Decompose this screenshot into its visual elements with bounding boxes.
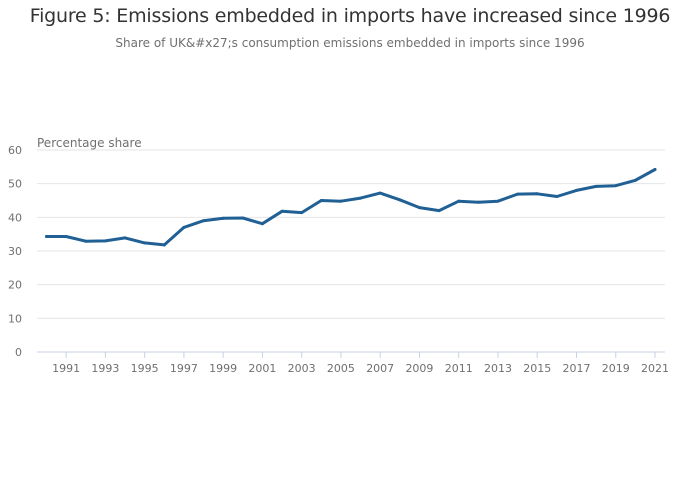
data-point <box>496 199 500 203</box>
x-tick-label: 1995 <box>131 362 159 375</box>
data-point <box>653 168 657 172</box>
data-point <box>280 209 284 213</box>
data-point <box>417 206 421 210</box>
x-tick-label: 2017 <box>562 362 590 375</box>
x-tick-label: 1991 <box>52 362 80 375</box>
data-point <box>555 194 559 198</box>
data-point <box>45 235 48 239</box>
chart-title: Figure 5: Emissions embedded in imports … <box>29 5 671 27</box>
x-tick-label: 2019 <box>602 362 630 375</box>
data-point <box>319 199 323 202</box>
x-tick-label: 1993 <box>91 362 119 375</box>
x-tick-label: 1997 <box>170 362 198 375</box>
series-group <box>45 168 657 247</box>
x-tick-label: 2009 <box>405 362 433 375</box>
x-tick-label: 2005 <box>327 362 355 375</box>
gridlines <box>37 149 665 319</box>
data-point <box>378 191 382 195</box>
data-point <box>614 184 618 188</box>
y-tick-label: 0 <box>15 346 22 359</box>
y-tick-label: 30 <box>8 245 22 258</box>
series-line <box>45 168 657 247</box>
chart-subtitle: Share of UK&#x27;s consumption emissions… <box>115 36 585 50</box>
data-point <box>260 222 264 226</box>
data-point <box>574 188 578 192</box>
y-axis-label: Percentage share <box>37 136 142 150</box>
data-point <box>633 178 637 182</box>
data-point <box>437 209 441 213</box>
data-point <box>516 192 520 196</box>
x-tick-label: 2001 <box>248 362 276 375</box>
data-point <box>221 216 225 220</box>
x-tick-label: 2013 <box>484 362 512 375</box>
x-tick-label: 2015 <box>523 362 551 375</box>
y-tick-label: 20 <box>8 279 22 292</box>
data-point <box>182 225 186 229</box>
y-tick-label: 60 <box>8 144 22 157</box>
data-point <box>103 239 107 243</box>
data-point <box>84 239 88 243</box>
x-tick-label: 1999 <box>209 362 237 375</box>
data-point <box>594 184 598 188</box>
data-point <box>202 219 206 223</box>
x-tick-label: 2007 <box>366 362 394 375</box>
x-tick-label: 2021 <box>641 362 669 375</box>
y-tick-label: 10 <box>8 312 22 325</box>
data-point <box>241 216 245 220</box>
y-axis-ticks: 0 10 20 30 40 50 60 <box>8 144 22 359</box>
data-point <box>339 199 343 203</box>
y-tick-label: 40 <box>8 211 22 224</box>
data-point <box>123 236 127 240</box>
data-point <box>143 241 147 245</box>
data-point <box>300 211 304 215</box>
x-tick-label: 2003 <box>288 362 316 375</box>
data-point <box>64 235 68 239</box>
data-point <box>162 243 166 247</box>
data-point <box>535 192 539 196</box>
data-point <box>476 200 480 204</box>
x-axis: 1991 1993 1995 1997 1999 2001 2003 2005 2007 2009… <box>37 351 669 375</box>
x-tick-label: 2011 <box>445 362 473 375</box>
y-tick-label: 50 <box>8 178 22 191</box>
data-point <box>398 198 402 202</box>
data-point <box>359 196 363 200</box>
data-point <box>457 199 461 203</box>
